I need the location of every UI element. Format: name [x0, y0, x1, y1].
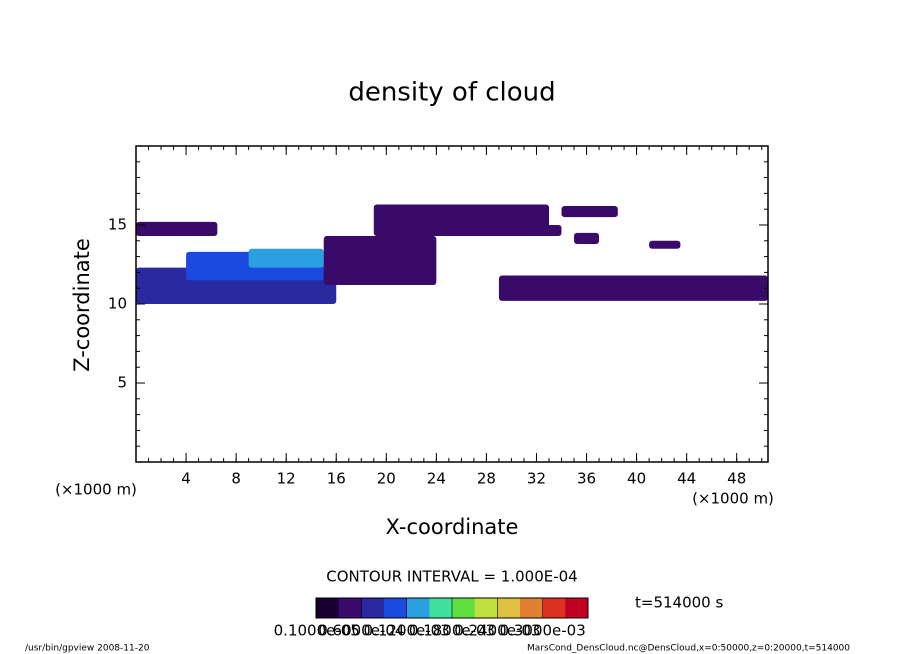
cloud-region: [136, 221, 218, 237]
footer-left: /usr/bin/gpview 2008-11-20: [25, 644, 150, 654]
y-tick-label: 15: [108, 216, 127, 234]
cloud-region: [561, 206, 618, 218]
y-tick-label: 5: [117, 374, 127, 392]
x-tick-label: 32: [527, 470, 546, 488]
x-tick-label: 44: [677, 470, 696, 488]
cloud-region: [661, 277, 768, 300]
colorbar-cell: [406, 598, 430, 618]
y-unit: (×1000 m): [55, 481, 137, 499]
x-tick-label: 16: [327, 470, 346, 488]
colorbar-cell: [316, 598, 340, 618]
x-tick-label: 12: [277, 470, 296, 488]
cloud-region: [523, 225, 562, 237]
x-tick-label: 40: [627, 470, 646, 488]
colorbar-cell: [384, 598, 408, 618]
x-tick-label: 36: [577, 470, 596, 488]
x-axis-label: X-coordinate: [386, 515, 519, 539]
cloud-region: [248, 248, 324, 268]
x-tick-label: 20: [377, 470, 396, 488]
colorbar-label: 0.1000e-05: [274, 622, 360, 640]
colorbar-label: 0.2400e-03: [454, 622, 540, 640]
colorbar-label: 0.3000e-03: [500, 622, 586, 640]
colorbar-cell: [452, 598, 476, 618]
colorbar-cell: [542, 598, 566, 618]
x-tick-label: 8: [231, 470, 241, 488]
y-axis-label: Z-coordinate: [70, 238, 94, 372]
x-tick-label: 24: [427, 470, 446, 488]
x-tick-label: 28: [477, 470, 496, 488]
colorbar-cell: [361, 598, 385, 618]
x-unit: (×1000 m): [692, 490, 774, 508]
time-label: t=514000 s: [635, 594, 723, 612]
colorbar-cell: [520, 598, 544, 618]
colorbar-cell: [338, 598, 362, 618]
colorbar-label: 0.1200e-03: [364, 622, 450, 640]
colorbar-label: 0.6000e-04: [318, 622, 404, 640]
cloud-region: [649, 240, 681, 249]
chart-title: density of cloud: [348, 78, 555, 108]
colorbar-cell: [565, 598, 589, 618]
contour-interval: CONTOUR INTERVAL = 1.000E-04: [326, 568, 577, 586]
cloud-region: [373, 204, 549, 237]
colorbar-label: 0.1800e-03: [409, 622, 495, 640]
colorbar-cell: [429, 598, 453, 618]
y-tick-label: 10: [108, 295, 127, 313]
colorbar-cell: [474, 598, 498, 618]
footer-right: MarsCond_DensCloud.nc@DensCloud,x=0:5000…: [527, 644, 850, 654]
x-tick-label: 48: [727, 470, 746, 488]
cloud-region: [574, 232, 600, 244]
cloud-region: [323, 236, 437, 286]
colorbar-cell: [497, 598, 521, 618]
x-tick-label: 4: [181, 470, 191, 488]
